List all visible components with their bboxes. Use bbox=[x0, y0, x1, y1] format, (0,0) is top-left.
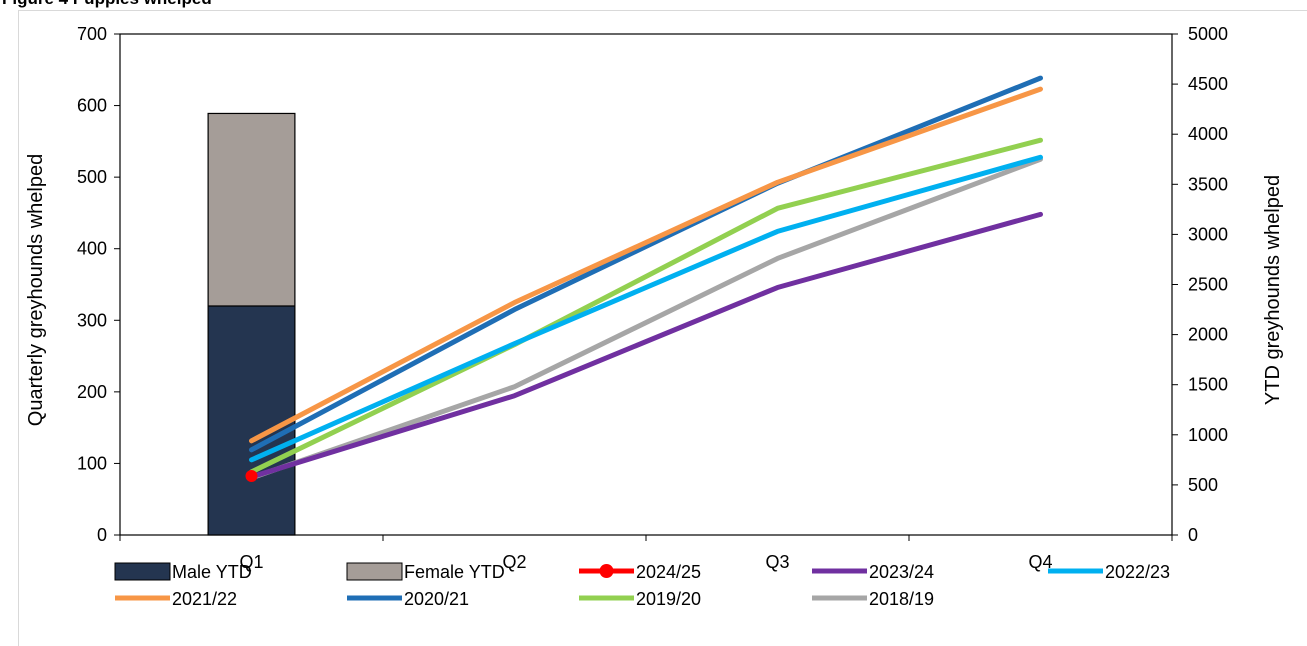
bars-layer bbox=[207, 112, 296, 536]
y2-tick-label: 1500 bbox=[1188, 375, 1228, 395]
axes-layer: Q1 Q2 Q3 Q4 0 100 200 300 400 500 600 700 0 500 1000 15… bbox=[77, 24, 1228, 572]
y2-axis-label: YTD greyhounds whelped bbox=[1262, 175, 1284, 405]
y-tick-label: 600 bbox=[77, 96, 107, 116]
y-tick-label: 200 bbox=[77, 382, 107, 402]
y2-tick-label: 3000 bbox=[1188, 224, 1228, 244]
y-axis-label: Quarterly greyhounds whelped bbox=[25, 154, 47, 426]
series-line bbox=[249, 156, 1043, 481]
y2-tick-label: 500 bbox=[1188, 475, 1218, 495]
y2-tick-label: 5000 bbox=[1188, 24, 1228, 44]
y2-tick-label: 4500 bbox=[1188, 74, 1228, 94]
legend-swatch bbox=[114, 562, 171, 581]
y-tick-label: 0 bbox=[97, 525, 107, 545]
y2-tick-label: 2500 bbox=[1188, 275, 1228, 295]
series-line bbox=[249, 86, 1043, 444]
legend-label: 2023/24 bbox=[869, 562, 934, 582]
legend-swatch bbox=[346, 562, 403, 581]
x-tick-label: Q2 bbox=[502, 552, 526, 572]
legend-label: 2021/22 bbox=[172, 589, 237, 609]
x-tick-label: Q4 bbox=[1028, 552, 1052, 572]
y-tick-label: 400 bbox=[77, 239, 107, 259]
y2-tick-label: 4000 bbox=[1188, 124, 1228, 144]
y2-tick-label: 0 bbox=[1188, 525, 1198, 545]
legend: Male YTD Female YTD 2024/25 2023/24 2022/23 2… bbox=[114, 562, 1170, 609]
lines-layer bbox=[245, 75, 1043, 482]
series-marker bbox=[245, 469, 258, 482]
x-tick-label: Q3 bbox=[765, 552, 789, 572]
caption-strip: Figure 4 Puppies whelped bbox=[0, 0, 1307, 10]
x-tick-label: Q1 bbox=[239, 552, 263, 572]
y-tick-label: 500 bbox=[77, 167, 107, 187]
legend-label: Female YTD bbox=[404, 562, 505, 582]
bar-segment bbox=[207, 305, 296, 536]
legend-label: 2019/20 bbox=[636, 589, 701, 609]
legend-label: Male YTD bbox=[172, 562, 252, 582]
series-line bbox=[249, 154, 1043, 463]
legend-label: 2020/21 bbox=[404, 589, 469, 609]
y2-tick-label: 1000 bbox=[1188, 425, 1228, 445]
legend-marker bbox=[599, 564, 614, 578]
legend-label: 2022/23 bbox=[1105, 562, 1170, 582]
y2-tick-label: 2000 bbox=[1188, 325, 1228, 345]
y-tick-label: 700 bbox=[77, 24, 107, 44]
y-tick-label: 100 bbox=[77, 453, 107, 473]
bar-segment bbox=[207, 112, 296, 307]
figure-caption: Figure 4 Puppies whelped bbox=[2, 0, 212, 9]
y2-tick-label: 3500 bbox=[1188, 174, 1228, 194]
chart-frame bbox=[18, 10, 1307, 646]
legend-label: 2018/19 bbox=[869, 589, 934, 609]
y-tick-label: 300 bbox=[77, 310, 107, 330]
series-line bbox=[249, 211, 1043, 480]
series-line bbox=[249, 75, 1043, 453]
series-line bbox=[249, 137, 1043, 475]
legend-label: 2024/25 bbox=[636, 562, 701, 582]
